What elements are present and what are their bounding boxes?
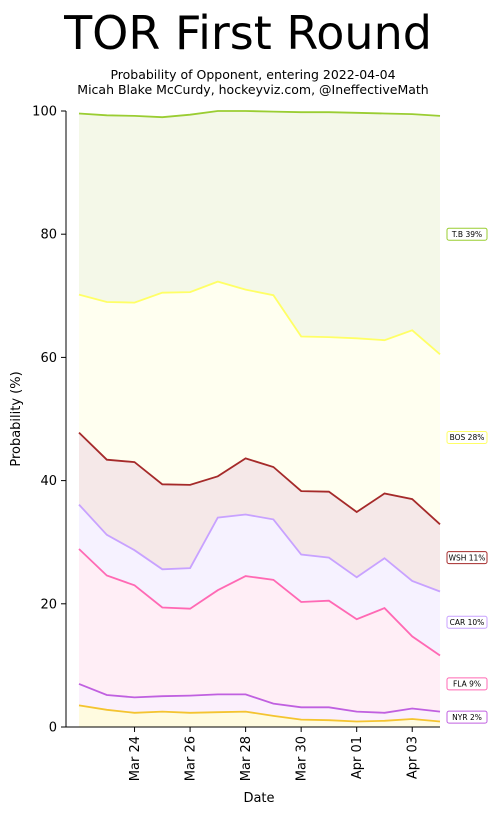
legend-box xyxy=(446,615,488,629)
area-wsh xyxy=(79,504,440,656)
legend-label: BOS 28% xyxy=(450,433,485,442)
legend-label: NYR 2% xyxy=(452,713,482,722)
series-lines xyxy=(78,110,441,723)
y-tick-label: 100 xyxy=(32,105,57,120)
area-top xyxy=(79,111,440,355)
y-ticks: 0 20 40 60 80 100 xyxy=(32,105,66,736)
x-ticks: Mar 24 Mar 26 Mar 28 Mar 30 Apr 01 Apr 03 xyxy=(128,727,421,781)
legend-item: T.B 39% xyxy=(446,227,488,241)
x-tick-label: Apr 03 xyxy=(406,736,421,779)
x-tick-label: Mar 30 xyxy=(295,736,310,781)
area-fla xyxy=(79,683,440,722)
x-tick-label: Mar 28 xyxy=(239,736,254,781)
y-tick-label: 60 xyxy=(40,351,57,366)
line-bos xyxy=(78,431,441,525)
area-bos xyxy=(79,432,440,592)
legend-item: NYR 2% xyxy=(446,710,488,724)
y-tick-label: 0 xyxy=(49,721,57,736)
legend-label: CAR 10% xyxy=(450,618,485,627)
line-wsh xyxy=(78,503,441,593)
y-tick-label: 40 xyxy=(40,474,57,489)
x-tick-label: Mar 24 xyxy=(128,736,143,781)
legend-box xyxy=(446,430,488,444)
legend-box xyxy=(446,677,488,691)
legend-item: FLA 9% xyxy=(446,677,488,691)
y-tick-label: 20 xyxy=(40,597,57,612)
legend-label: FLA 9% xyxy=(453,680,481,689)
stacked-areas xyxy=(79,111,440,727)
line-fla xyxy=(78,683,441,714)
chart-subtitle-line-1: Probability of Opponent, entering 2022-0… xyxy=(110,67,396,82)
area-tb xyxy=(79,281,440,525)
legend-box xyxy=(446,551,488,565)
x-tick-label: Apr 01 xyxy=(350,736,365,779)
chart-subtitle-line-2: Micah Blake McCurdy, hockeyviz.com, @Ine… xyxy=(77,82,429,97)
y-tick-label: 80 xyxy=(40,228,57,243)
legend: T.B 39% BOS 28% WSH 11% CAR 10% FLA 9% NYR 2% xyxy=(446,227,488,724)
legend-box xyxy=(446,227,488,241)
legend-item: WSH 11% xyxy=(446,551,488,565)
legend-item: CAR 10% xyxy=(446,615,488,629)
line-tb xyxy=(78,280,441,355)
legend-item: BOS 28% xyxy=(446,430,488,444)
legend-label: T.B 39% xyxy=(451,230,482,239)
legend-box xyxy=(446,710,488,724)
chart-title: TOR First Round xyxy=(64,6,432,60)
line-car xyxy=(78,548,441,657)
line-top xyxy=(78,110,441,119)
area-car xyxy=(79,549,440,713)
line-nyr xyxy=(78,704,441,723)
legend-label: WSH 11% xyxy=(449,553,486,562)
axes xyxy=(65,111,440,728)
x-axis-label: Date xyxy=(243,791,274,806)
x-tick-label: Mar 26 xyxy=(184,736,199,781)
y-axis-label: Probability (%) xyxy=(9,371,24,466)
